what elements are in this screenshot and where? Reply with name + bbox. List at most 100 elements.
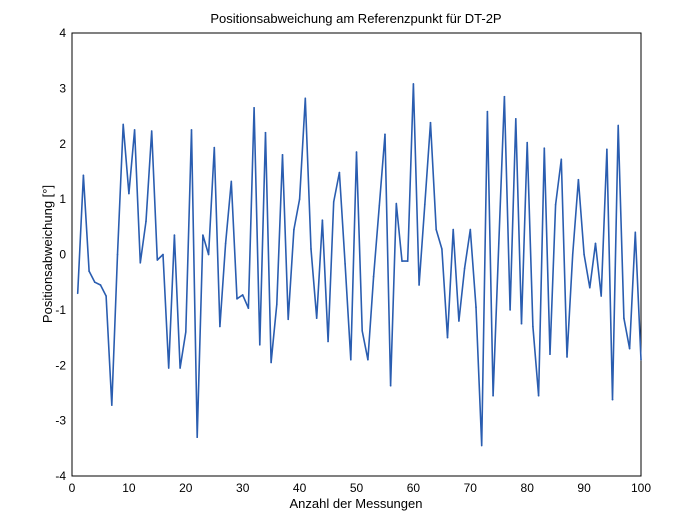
data-point bbox=[515, 118, 517, 120]
data-point bbox=[520, 322, 523, 325]
data-point bbox=[503, 95, 506, 98]
y-tick-label: -1 bbox=[55, 303, 66, 317]
data-point bbox=[310, 248, 312, 250]
data-point bbox=[384, 133, 386, 136]
data-point bbox=[298, 198, 301, 200]
data-point bbox=[179, 367, 181, 369]
data-point bbox=[304, 97, 307, 100]
x-tick-label: 50 bbox=[350, 481, 364, 495]
data-point bbox=[162, 253, 164, 256]
data-point bbox=[241, 294, 244, 296]
data-point bbox=[321, 219, 324, 221]
x-tick-label: 40 bbox=[293, 481, 307, 495]
data-point bbox=[606, 148, 608, 151]
data-point bbox=[116, 253, 119, 256]
x-tick-label: 70 bbox=[464, 481, 478, 495]
data-point bbox=[350, 358, 352, 361]
data-point bbox=[344, 263, 346, 265]
data-point bbox=[423, 203, 426, 206]
data-point bbox=[332, 201, 335, 203]
x-tick-label: 20 bbox=[179, 481, 193, 495]
y-tick-label: 2 bbox=[59, 137, 66, 151]
data-point bbox=[173, 234, 176, 236]
data-point bbox=[236, 298, 238, 300]
data-point bbox=[355, 151, 358, 153]
data-point bbox=[617, 124, 620, 127]
data-point bbox=[327, 340, 329, 343]
data-point bbox=[435, 228, 437, 231]
data-point bbox=[361, 330, 363, 332]
data-point bbox=[150, 130, 153, 132]
data-point bbox=[543, 147, 546, 149]
plot-area bbox=[71, 32, 642, 477]
data-point bbox=[315, 317, 318, 319]
data-point bbox=[611, 398, 614, 401]
data-point bbox=[99, 284, 102, 286]
x-tick-label: 0 bbox=[69, 481, 76, 495]
x-tick-label: 30 bbox=[236, 481, 250, 495]
data-point bbox=[401, 260, 403, 262]
series-line bbox=[76, 83, 642, 447]
plot-frame bbox=[71, 32, 642, 477]
data-point bbox=[475, 306, 477, 308]
data-point bbox=[640, 358, 642, 361]
data-point bbox=[128, 192, 130, 195]
data-point bbox=[88, 270, 90, 272]
data-point bbox=[526, 141, 528, 144]
data-point bbox=[577, 178, 580, 181]
data-point bbox=[270, 361, 272, 364]
data-point bbox=[446, 336, 449, 339]
data-point bbox=[367, 358, 369, 361]
data-point bbox=[213, 146, 216, 149]
data-point bbox=[145, 220, 147, 223]
data-point bbox=[281, 154, 284, 156]
data-point bbox=[560, 158, 563, 161]
data-point bbox=[480, 444, 483, 447]
y-tick-label: 3 bbox=[59, 81, 66, 95]
data-point bbox=[594, 242, 597, 245]
data-point bbox=[628, 347, 631, 350]
data-point bbox=[224, 242, 227, 245]
y-tick-label: 1 bbox=[59, 192, 66, 206]
data-point bbox=[458, 320, 460, 322]
data-point bbox=[406, 260, 409, 262]
data-point bbox=[264, 131, 267, 134]
x-tick-label: 90 bbox=[577, 481, 591, 495]
data-point bbox=[202, 234, 204, 236]
data-point bbox=[253, 106, 255, 109]
data-point bbox=[554, 203, 557, 206]
y-tick-label: -3 bbox=[55, 414, 66, 428]
data-point bbox=[389, 384, 392, 387]
data-point bbox=[412, 83, 415, 85]
data-point bbox=[452, 228, 455, 231]
y-tick-label: 4 bbox=[59, 26, 66, 40]
data-point bbox=[497, 242, 500, 245]
data-point bbox=[82, 174, 85, 177]
data-point bbox=[566, 356, 568, 358]
data-point bbox=[196, 436, 198, 439]
data-point bbox=[133, 129, 136, 131]
chart-title: Positionsabweichung am Referenzpunkt für… bbox=[210, 11, 501, 26]
data-point bbox=[532, 325, 534, 328]
data-point bbox=[230, 180, 233, 183]
data-point bbox=[623, 317, 625, 319]
data-point bbox=[185, 331, 187, 333]
data-point bbox=[258, 343, 261, 346]
data-point bbox=[76, 292, 79, 295]
y-tick-label: 0 bbox=[59, 248, 66, 262]
data-point bbox=[190, 129, 193, 131]
data-point bbox=[486, 110, 489, 113]
data-point bbox=[634, 231, 637, 234]
data-point bbox=[293, 228, 295, 231]
data-point bbox=[395, 202, 398, 205]
data-point bbox=[600, 295, 602, 297]
data-point bbox=[122, 123, 125, 126]
data-point bbox=[429, 121, 432, 124]
data-point bbox=[167, 367, 170, 369]
data-point bbox=[549, 353, 551, 355]
data-point bbox=[378, 204, 381, 207]
data-point bbox=[537, 394, 540, 397]
data-point bbox=[287, 318, 290, 321]
data-point bbox=[583, 253, 585, 256]
